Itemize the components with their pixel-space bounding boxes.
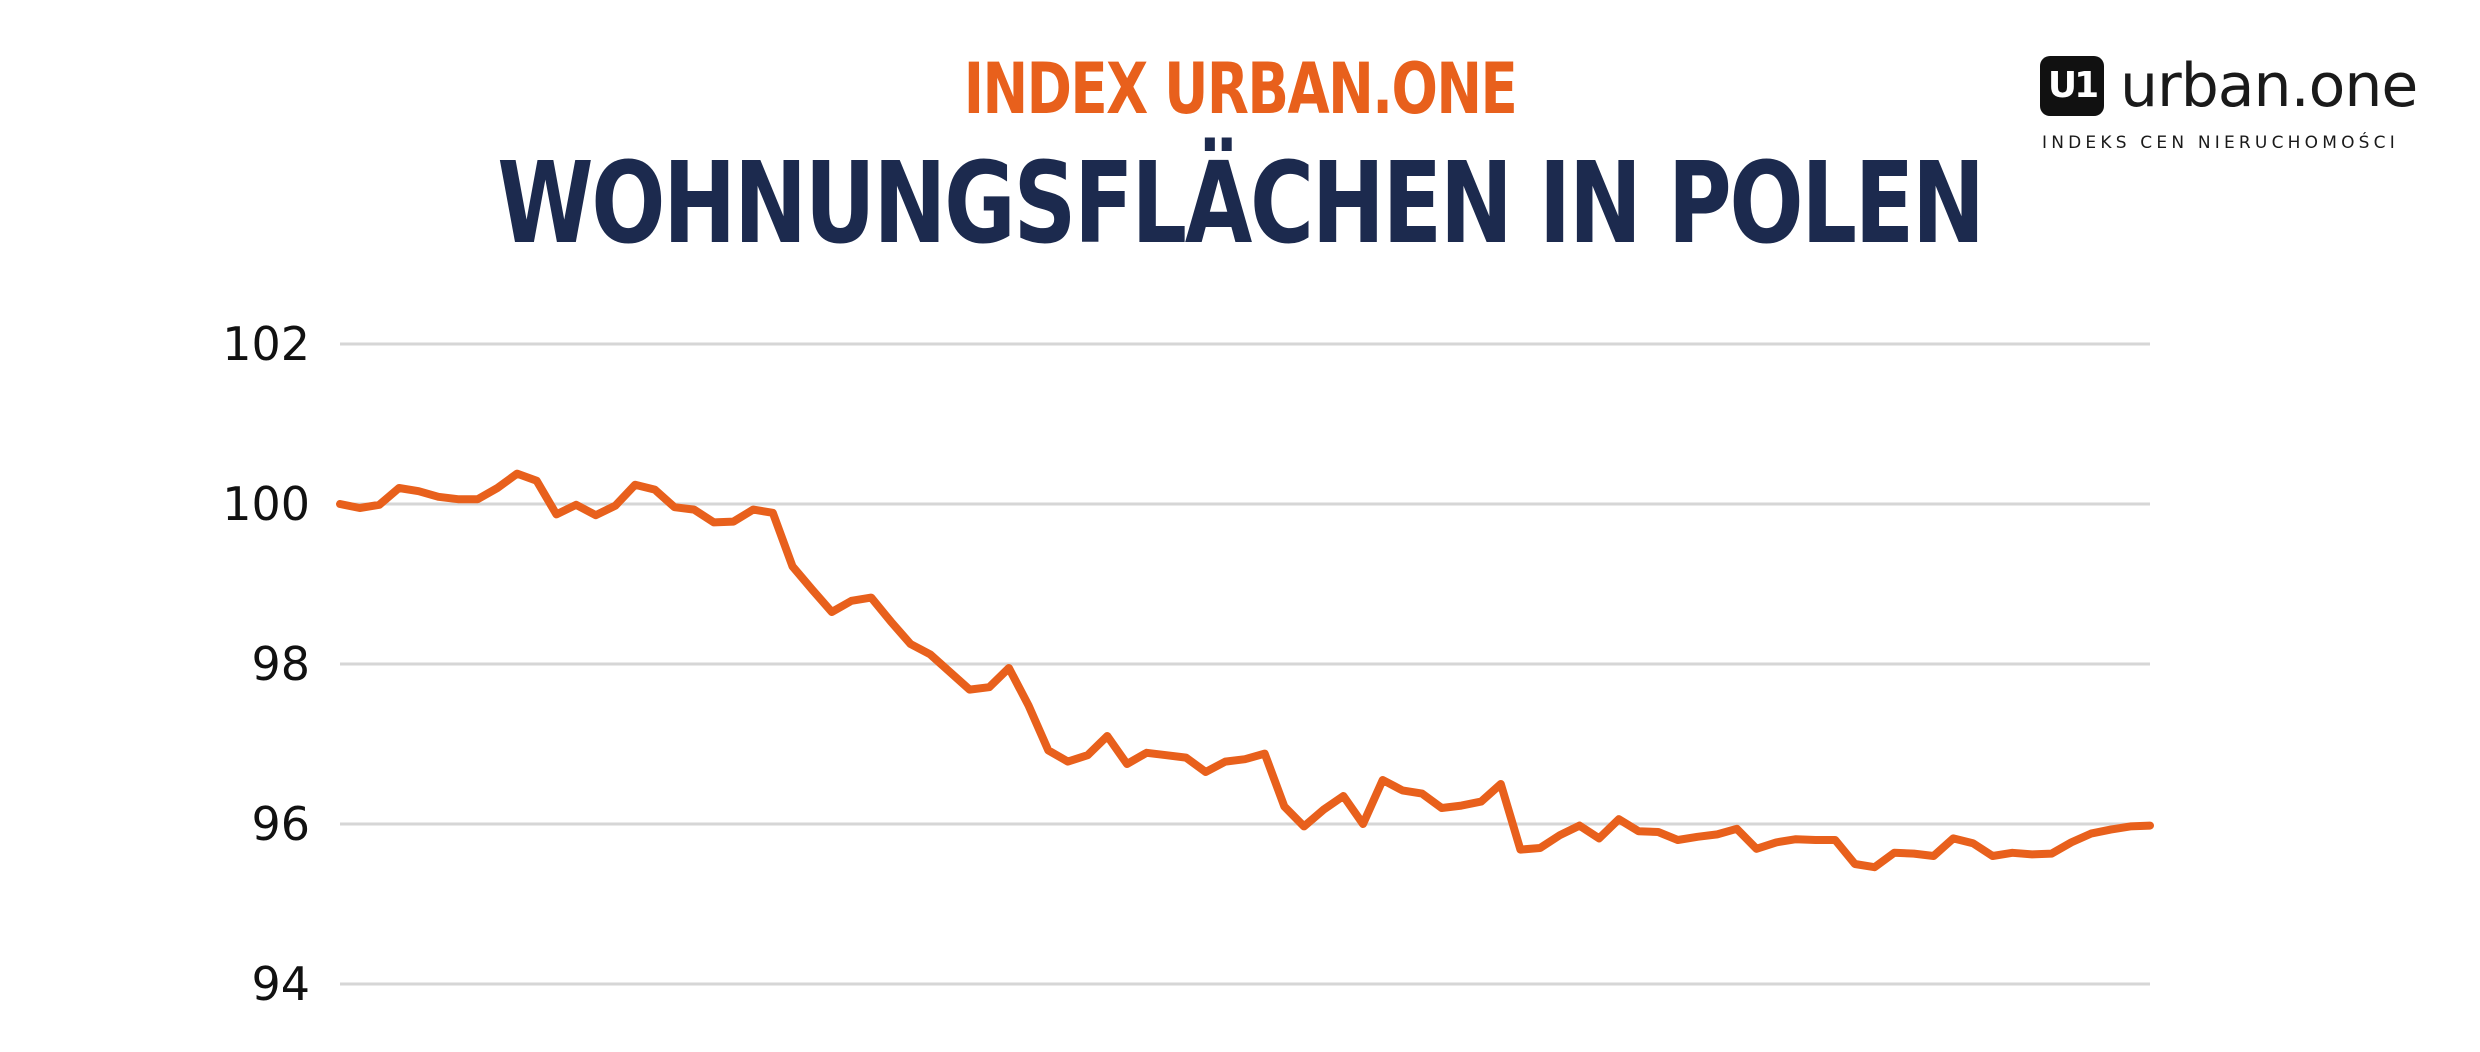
title-block: INDEX URBAN.ONE WOHNUNGSFLÄCHEN IN POLEN (0, 44, 2480, 274)
y-tick-label: 94 (251, 957, 310, 1011)
series-layer (336, 469, 2154, 872)
chart-title: WOHNUNGSFLÄCHEN IN POLEN (497, 139, 1985, 269)
y-tick-label: 102 (222, 317, 310, 371)
urban-one-logo: U1 urban.one INDEKS CEN NIERUCHOMOŚCI (2040, 51, 2418, 162)
logo-mark-icon: U1 (2040, 56, 2104, 116)
series-line-0 (336, 469, 2154, 872)
logo-wordmark: urban.one (2120, 51, 2418, 121)
chart-supertitle: INDEX URBAN.ONE (963, 48, 1518, 130)
y-axis-ticks: 102 100 98 96 94 (222, 317, 310, 1011)
y-tick-label: 100 (222, 477, 310, 531)
y-tick-label: 98 (251, 637, 310, 691)
y-tick-label: 96 (251, 797, 310, 851)
grid-lines (340, 342, 2150, 986)
logo-tagline: INDEKS CEN NIERUCHOMOŚCI (2042, 133, 2399, 153)
